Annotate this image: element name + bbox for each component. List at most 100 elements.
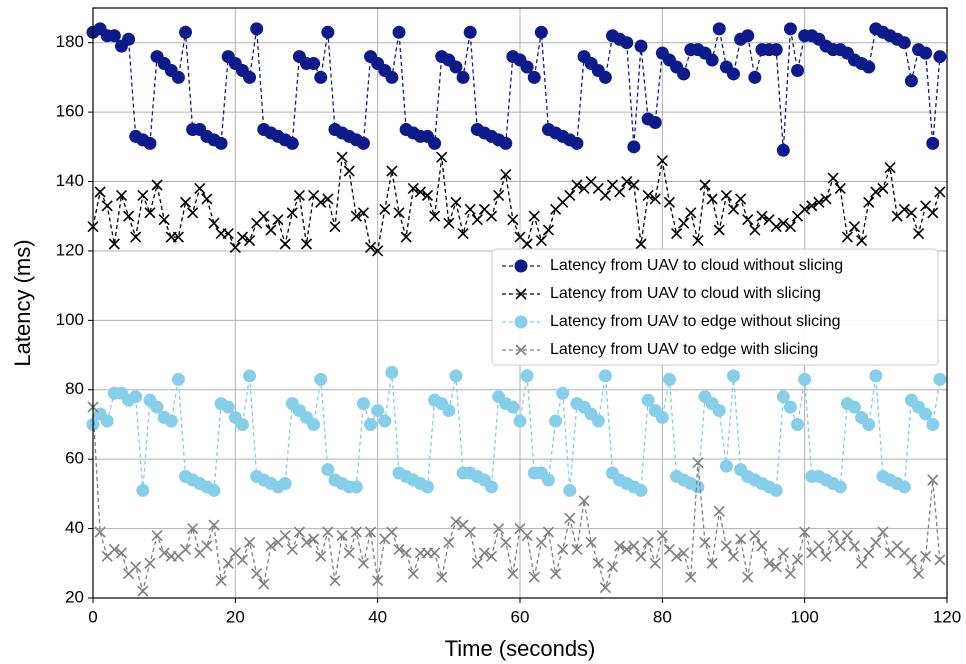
marker xyxy=(222,228,234,240)
marker xyxy=(641,393,655,407)
marker xyxy=(187,207,199,219)
x-tick-label: 80 xyxy=(653,607,672,626)
marker xyxy=(442,404,456,418)
marker xyxy=(591,414,605,428)
marker xyxy=(372,575,384,587)
marker xyxy=(429,210,441,222)
marker xyxy=(705,53,719,67)
marker xyxy=(735,193,747,205)
marker xyxy=(592,557,604,569)
marker xyxy=(122,32,136,46)
y-tick-label: 60 xyxy=(65,449,84,468)
marker xyxy=(656,155,668,167)
marker xyxy=(393,207,405,219)
marker xyxy=(108,543,120,555)
marker xyxy=(834,540,846,552)
marker xyxy=(286,543,298,555)
marker xyxy=(428,136,442,150)
marker xyxy=(321,463,335,477)
marker xyxy=(356,136,370,150)
marker xyxy=(393,543,405,555)
marker xyxy=(507,568,519,580)
marker xyxy=(813,540,825,552)
x-tick-label: 0 xyxy=(88,607,97,626)
marker xyxy=(100,414,114,428)
marker xyxy=(137,189,149,201)
marker xyxy=(677,67,691,81)
marker xyxy=(130,231,142,243)
marker xyxy=(799,203,811,215)
marker xyxy=(598,70,612,84)
marker xyxy=(236,231,249,243)
y-tick-label: 80 xyxy=(65,379,84,398)
marker xyxy=(336,151,348,163)
marker xyxy=(877,182,889,195)
marker xyxy=(379,203,391,215)
marker xyxy=(727,67,740,81)
marker xyxy=(129,390,143,404)
marker xyxy=(123,210,135,222)
marker xyxy=(926,417,940,431)
marker xyxy=(671,228,683,240)
marker xyxy=(571,179,583,191)
marker xyxy=(620,36,634,50)
marker xyxy=(841,529,853,542)
marker xyxy=(720,189,732,201)
marker xyxy=(429,547,441,559)
marker xyxy=(407,182,419,195)
marker xyxy=(208,217,220,229)
marker xyxy=(770,221,782,233)
marker xyxy=(685,571,697,583)
marker xyxy=(164,414,178,428)
marker xyxy=(520,60,534,74)
series-line xyxy=(92,27,941,151)
marker xyxy=(735,533,747,545)
marker xyxy=(642,536,654,549)
marker xyxy=(777,547,789,559)
marker xyxy=(371,404,385,418)
marker xyxy=(834,182,846,195)
marker xyxy=(386,526,398,538)
marker xyxy=(678,547,690,559)
marker xyxy=(463,25,477,39)
marker xyxy=(450,516,462,528)
marker xyxy=(307,57,321,71)
marker xyxy=(356,397,370,411)
y-tick-label: 160 xyxy=(56,102,84,121)
marker xyxy=(307,417,321,431)
marker xyxy=(229,241,241,254)
marker xyxy=(321,25,335,39)
marker xyxy=(350,210,362,222)
marker xyxy=(443,217,455,229)
marker xyxy=(905,207,917,219)
marker xyxy=(656,529,668,542)
marker xyxy=(713,505,725,517)
marker xyxy=(108,238,120,250)
marker xyxy=(314,372,328,386)
marker xyxy=(471,214,483,226)
marker xyxy=(265,224,277,236)
marker xyxy=(606,561,619,573)
marker xyxy=(436,151,448,163)
legend-box xyxy=(491,248,939,366)
marker xyxy=(570,136,584,150)
marker xyxy=(315,550,327,562)
marker xyxy=(841,231,853,243)
marker xyxy=(799,526,811,538)
marker xyxy=(712,22,726,36)
marker xyxy=(449,60,463,74)
marker xyxy=(115,189,128,201)
marker xyxy=(847,400,861,414)
marker xyxy=(749,529,761,542)
marker xyxy=(912,228,925,240)
marker xyxy=(407,568,419,580)
marker xyxy=(144,557,156,569)
marker xyxy=(235,417,249,431)
marker xyxy=(848,540,861,552)
marker xyxy=(414,186,426,198)
marker xyxy=(535,536,547,549)
marker xyxy=(221,400,235,414)
marker xyxy=(791,63,805,77)
marker xyxy=(642,189,654,201)
